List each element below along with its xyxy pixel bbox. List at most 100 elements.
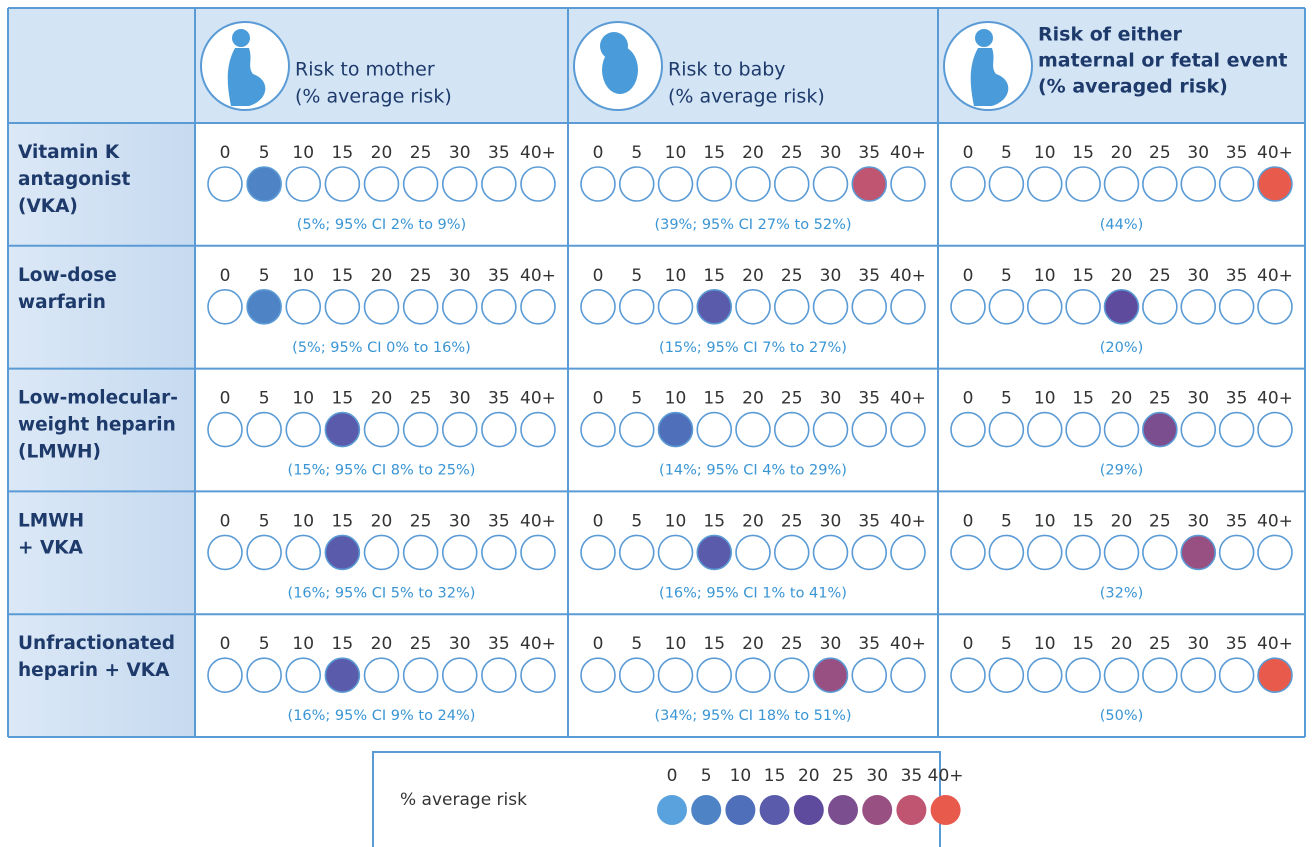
scale-label: 25 — [1149, 634, 1171, 654]
scale-label: 35 — [488, 634, 510, 654]
scale-label: 0 — [593, 634, 604, 654]
scale-label: 15 — [332, 143, 354, 163]
scale-circle — [735, 411, 771, 448]
scale-circle — [441, 166, 478, 202]
scale-circle — [402, 288, 439, 325]
scale-label: 5 — [631, 511, 642, 531]
scale-circle — [363, 166, 400, 202]
scale-circle — [481, 534, 517, 571]
legend-scale-label: 0 — [667, 766, 678, 786]
label-column-bg — [8, 123, 195, 737]
legend-scale-label: 30 — [866, 766, 888, 786]
scale-circle — [618, 166, 655, 202]
scale-label: 0 — [593, 143, 604, 163]
scale-circle — [735, 534, 771, 571]
scale-label: 30 — [1187, 266, 1209, 286]
scale-label: 10 — [292, 266, 314, 286]
scale-circle — [1180, 288, 1217, 325]
scale-label: 20 — [1111, 266, 1133, 286]
scale-circle — [696, 657, 733, 694]
scale-label: 0 — [963, 143, 974, 163]
scale-circle — [890, 288, 926, 325]
scale-label: 35 — [488, 389, 510, 409]
scale-label: 5 — [259, 389, 270, 409]
scale-circle — [735, 657, 771, 694]
scale-label: 15 — [703, 266, 725, 286]
ci-note: (16%; 95% CI 1% to 41%) — [659, 585, 847, 601]
scale-circle — [812, 411, 849, 448]
scale-circle — [1103, 166, 1140, 202]
ci-note: (39%; 95% CI 27% to 52%) — [654, 217, 851, 233]
scale-label: 0 — [593, 511, 604, 531]
scale-circle — [812, 288, 849, 325]
scale-label: 15 — [703, 511, 725, 531]
scale-label: 25 — [1149, 266, 1171, 286]
scale-label: 20 — [1111, 634, 1133, 654]
scale-label: 20 — [371, 266, 393, 286]
scale-circle — [950, 411, 986, 448]
row-label: antagonist — [18, 169, 130, 190]
ci-note: (15%; 95% CI 8% to 25%) — [288, 463, 476, 479]
scale-circle — [580, 411, 616, 448]
scale-label: 40+ — [520, 511, 556, 531]
scale-label: 20 — [371, 634, 393, 654]
scale-label: 40+ — [1257, 266, 1293, 286]
scale-label: 30 — [449, 511, 471, 531]
scale-label: 35 — [1226, 266, 1248, 286]
scale-label: 35 — [858, 389, 880, 409]
risk-marker — [812, 657, 849, 694]
legend-swatch — [896, 795, 927, 825]
scale-label: 35 — [858, 511, 880, 531]
scale-circle — [285, 657, 322, 694]
scale-label: 0 — [963, 389, 974, 409]
row-label: Vitamin K — [18, 142, 120, 163]
scale-circle — [1103, 657, 1140, 694]
scale-label: 40+ — [890, 389, 926, 409]
ci-note: (29%) — [1100, 463, 1144, 479]
scale-label: 40+ — [1257, 511, 1293, 531]
ci-note: (32%) — [1100, 585, 1144, 601]
scale-circle — [207, 166, 243, 202]
scale-circle — [950, 657, 986, 694]
scale-label: 30 — [449, 266, 471, 286]
scale-label: 15 — [332, 511, 354, 531]
scale-label: 35 — [1226, 143, 1248, 163]
icon-head — [232, 29, 250, 47]
scale-circle — [618, 657, 655, 694]
scale-label: 35 — [858, 266, 880, 286]
legend-swatch — [759, 795, 790, 825]
scale-circle — [988, 657, 1025, 694]
risk-marker — [1142, 411, 1178, 448]
scale-label: 15 — [1072, 143, 1094, 163]
row-label: Low-dose — [18, 265, 117, 286]
row-label: (LMWH) — [18, 442, 101, 463]
scale-circle — [520, 288, 556, 325]
scale-circle — [851, 288, 888, 325]
scale-circle — [890, 166, 926, 202]
scale-circle — [1218, 657, 1255, 694]
header-text: Risk to mother — [295, 59, 435, 81]
scale-circle — [773, 288, 810, 325]
row-label: warfarin — [18, 292, 106, 313]
scale-circle — [363, 657, 400, 694]
ci-note: (15%; 95% CI 7% to 27%) — [659, 340, 847, 356]
scale-label: 10 — [665, 511, 687, 531]
scale-label: 10 — [1034, 511, 1056, 531]
scale-circle — [402, 166, 439, 202]
scale-circle — [207, 657, 243, 694]
scale-label: 5 — [259, 511, 270, 531]
scale-label: 0 — [220, 266, 231, 286]
scale-circle — [580, 534, 616, 571]
scale-label: 30 — [1187, 143, 1209, 163]
scale-circle — [580, 288, 616, 325]
scale-circle — [285, 288, 322, 325]
ci-note: (20%) — [1100, 340, 1144, 356]
scale-circle — [773, 657, 810, 694]
scale-circle — [890, 411, 926, 448]
scale-circle — [696, 166, 733, 202]
legend-scale-label: 25 — [832, 766, 854, 786]
risk-marker — [851, 166, 888, 202]
scale-label: 5 — [1001, 511, 1012, 531]
row-label: Unfractionated — [18, 633, 175, 654]
scale-circle — [324, 288, 361, 325]
